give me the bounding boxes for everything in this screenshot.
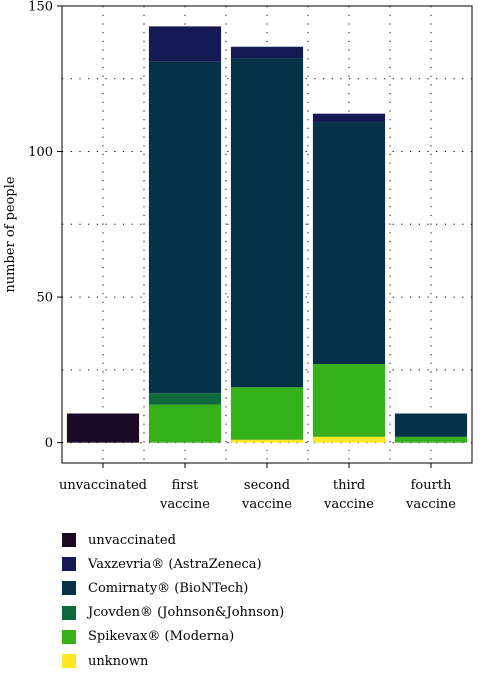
legend-label: Spikevax® (Moderna): [88, 629, 235, 645]
bars: [66, 26, 468, 443]
bar-segment: [230, 58, 304, 388]
legend-item: unvaccinated: [62, 528, 284, 552]
bar-chart: 0 50 100 150 unvaccinated first vaccine second…: [3, 0, 473, 512]
legend-item: Spikevax® (Moderna): [62, 625, 284, 649]
x-tick-label: third: [333, 478, 365, 493]
legend-swatch: [62, 557, 76, 572]
legend-swatch: [62, 581, 76, 596]
bar-segment: [148, 404, 222, 443]
legend-item: Vaxzevria® (AstraZeneca): [62, 552, 284, 576]
y-tick-label: 50: [36, 291, 53, 306]
bar-segment: [66, 413, 140, 443]
legend-label: unvaccinated: [88, 532, 176, 548]
x-tick-label: unvaccinated: [59, 478, 147, 493]
y-tick-label: 150: [28, 0, 53, 15]
bar-segment: [148, 393, 222, 405]
bar-segment: [230, 439, 304, 443]
x-tick-label: vaccine: [159, 497, 210, 512]
bar-segment: [394, 436, 468, 443]
legend-swatch: [62, 629, 76, 644]
legend-label: Jcovden® (Johnson&Johnson): [88, 605, 285, 621]
bar-segment: [312, 364, 386, 437]
bar-segment: [230, 387, 304, 440]
y-tick-label: 0: [45, 436, 53, 451]
bar-segment: [312, 436, 386, 443]
bar-segment: [312, 113, 386, 123]
bar-segment: [148, 61, 222, 394]
x-tick-label: fourth: [411, 478, 452, 493]
x-tick-label: vaccine: [241, 497, 292, 512]
y-axis: 0 50 100 150: [28, 0, 62, 451]
bar-segment: [230, 46, 304, 59]
legend-label: Vaxzevria® (AstraZeneca): [88, 556, 262, 572]
bar-segment: [394, 413, 468, 437]
legend-swatch: [62, 533, 76, 548]
legend-item: Jcovden® (Johnson&Johnson): [62, 601, 284, 625]
bar-segment: [148, 26, 222, 62]
x-tick-label: vaccine: [405, 497, 456, 512]
legend-item: Comirnaty® (BioNTech): [62, 576, 284, 600]
legend-label: Comirnaty® (BioNTech): [88, 580, 249, 596]
legend-item: unknown: [62, 649, 284, 673]
legend: unvaccinated Vaxzevria® (AstraZeneca) Comi…: [62, 528, 284, 673]
x-tick-label: second: [244, 478, 290, 493]
x-axis: unvaccinated first vaccine second vaccine thi…: [59, 463, 456, 512]
x-tick-label: first: [172, 478, 200, 493]
legend-label: unknown: [88, 653, 149, 669]
x-tick-label: vaccine: [323, 497, 374, 512]
y-tick-label: 100: [28, 145, 53, 160]
legend-swatch: [62, 605, 76, 620]
bar-segment: [312, 122, 386, 365]
legend-swatch: [62, 654, 76, 669]
y-axis-title: number of people: [3, 176, 18, 293]
